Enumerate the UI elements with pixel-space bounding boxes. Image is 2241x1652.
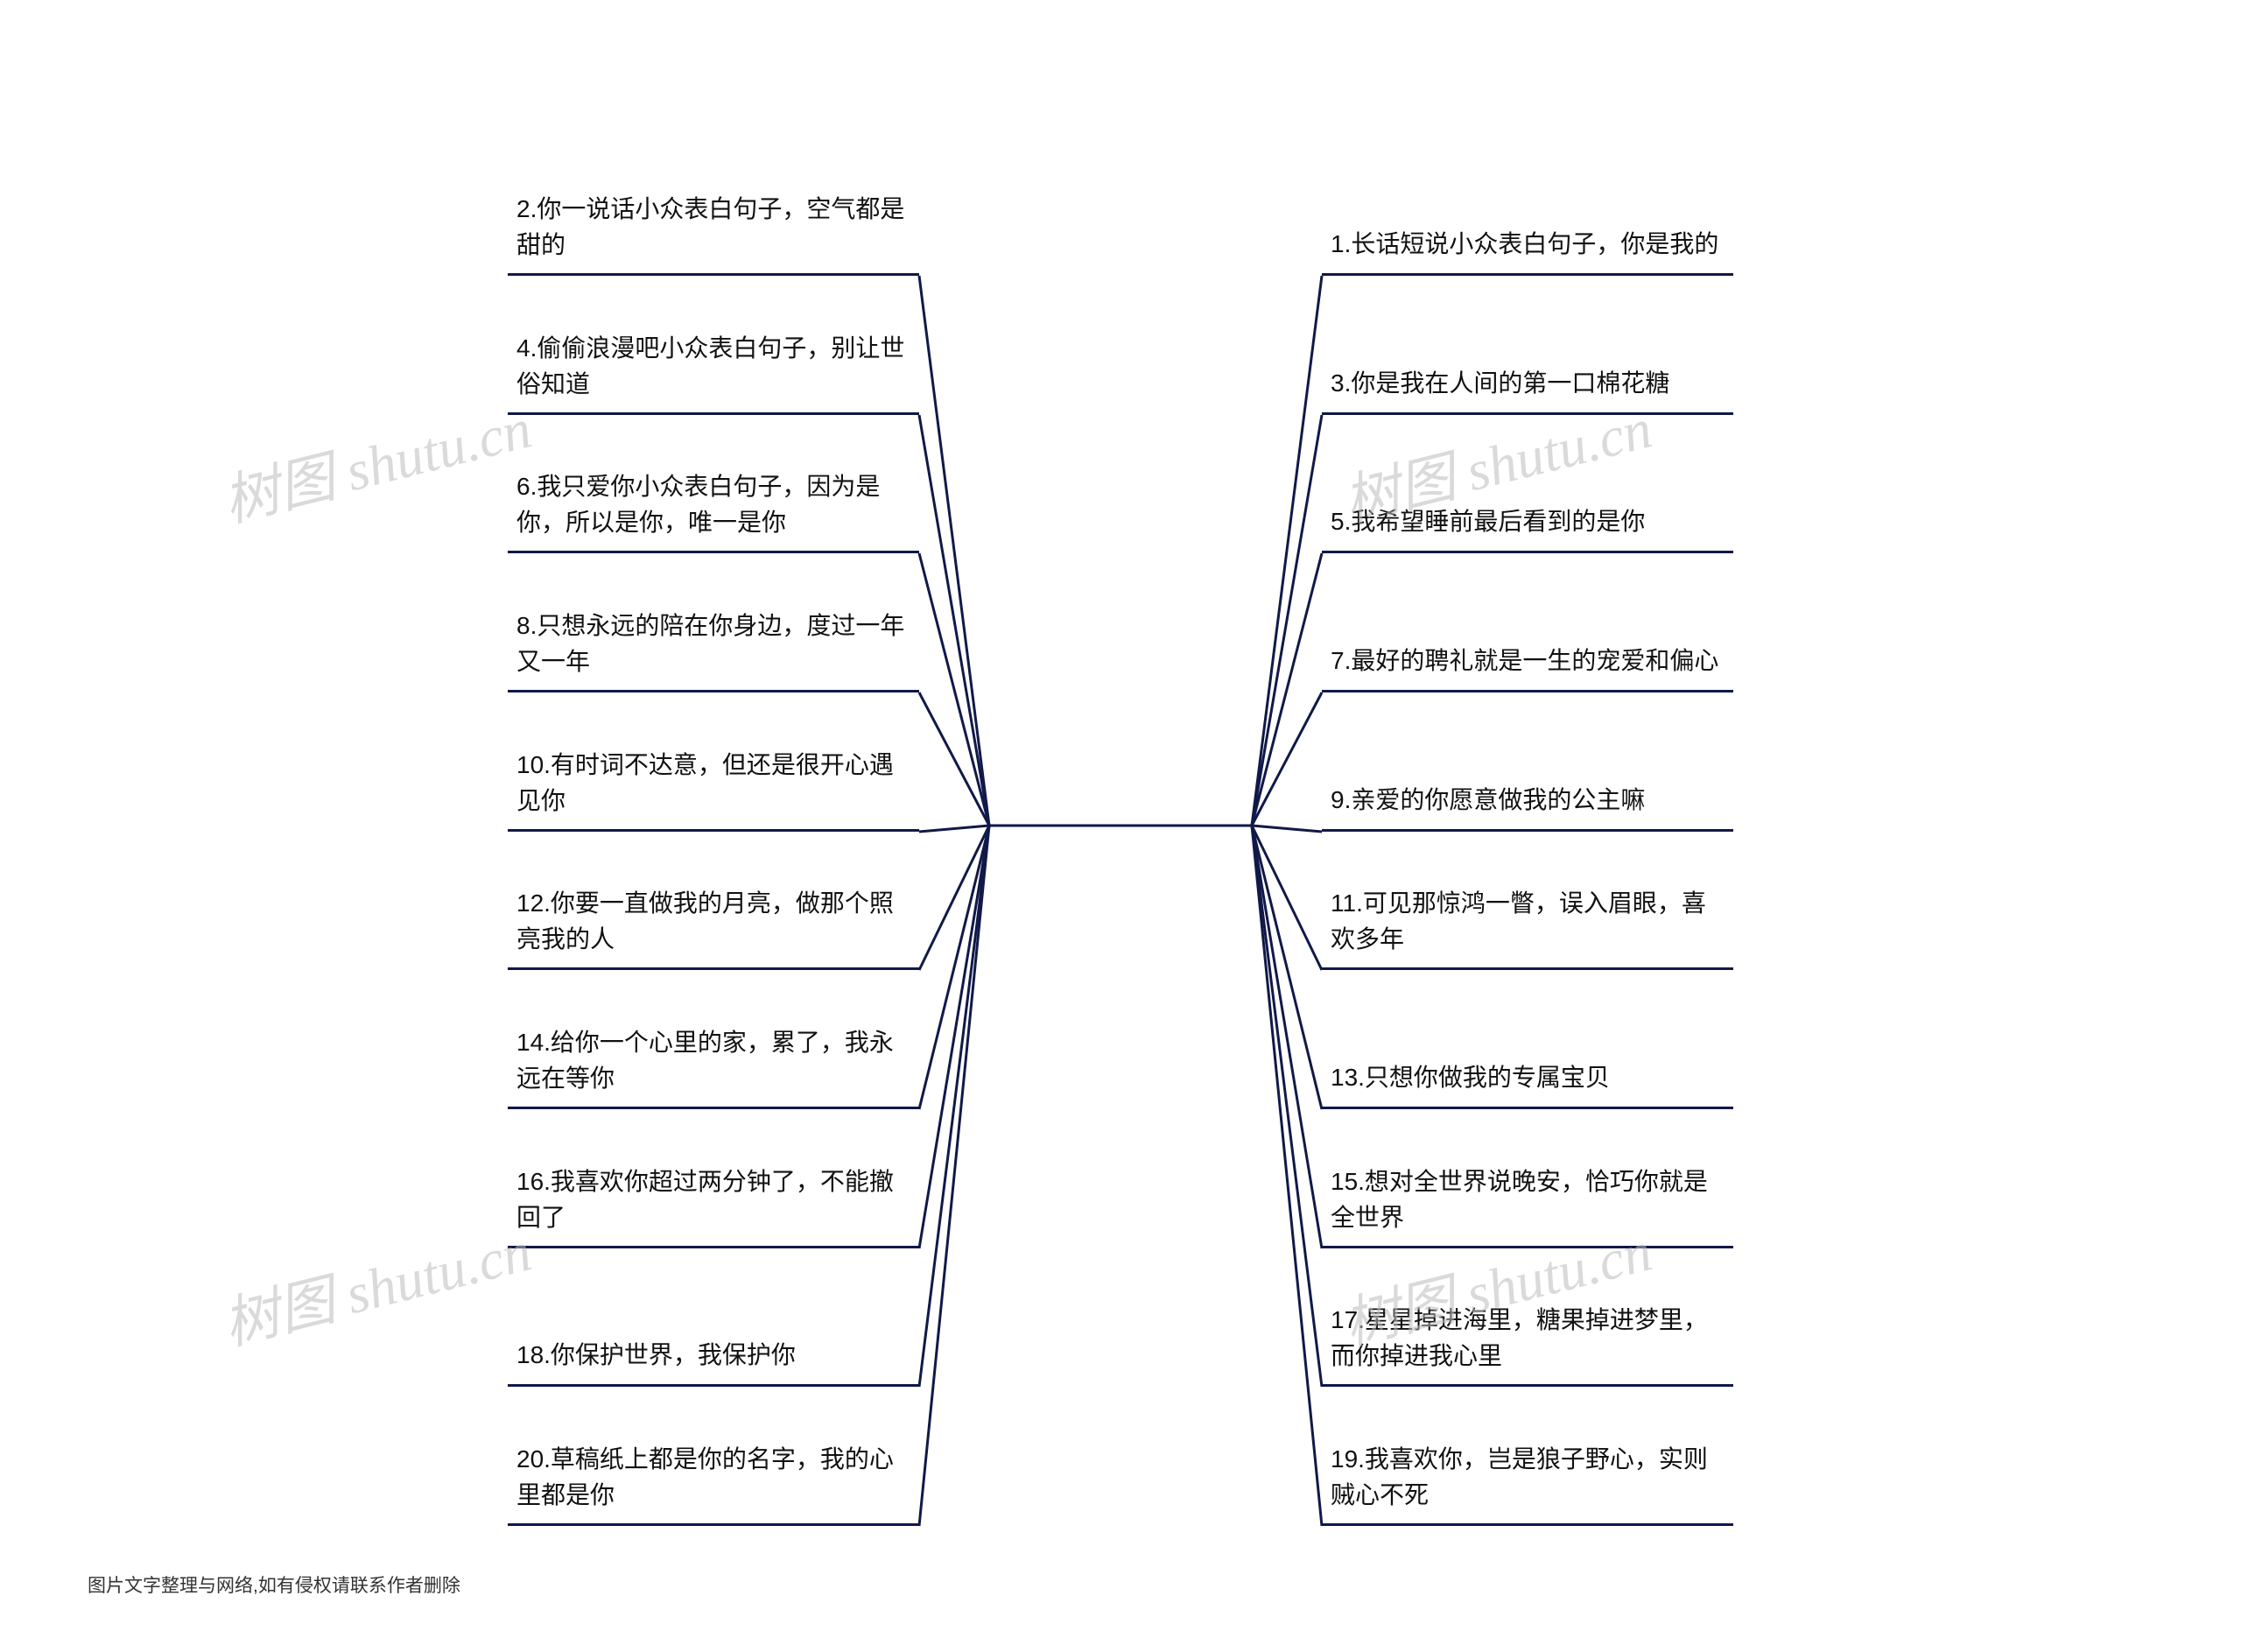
left-node: 16.我喜欢你超过两分钟了，不能撤回了 (508, 1164, 919, 1248)
right-node: 7.最好的聘礼就是一生的宠爱和偏心 (1322, 643, 1733, 692)
right-node: 3.你是我在人间的第一口棉花糖 (1322, 366, 1733, 415)
left-node: 14.给你一个心里的家，累了，我永远在等你 (508, 1025, 919, 1109)
right-node: 9.亲爱的你愿意做我的公主嘛 (1322, 783, 1733, 832)
right-node: 15.想对全世界说晚安，恰巧你就是全世界 (1322, 1164, 1733, 1248)
right-node: 17.星星掉进海里，糖果掉进梦里，而你掉进我心里 (1322, 1303, 1733, 1387)
left-node: 6.我只爱你小众表白句子，因为是你，所以是你，唯一是你 (508, 469, 919, 553)
left-node: 4.偷偷浪漫吧小众表白句子，别让世俗知道 (508, 331, 919, 415)
right-node: 5.我希望睡前最后看到的是你 (1322, 504, 1733, 553)
left-node: 10.有时词不达意，但还是很开心遇见你 (508, 748, 919, 832)
right-node: 13.只想你做我的专属宝贝 (1322, 1060, 1733, 1109)
left-node: 2.你一说话小众表白句子，空气都是甜的 (508, 192, 919, 276)
right-node: 11.可见那惊鸿一瞥，误入眉眼，喜欢多年 (1322, 886, 1733, 970)
left-node: 18.你保护世界，我保护你 (508, 1338, 919, 1387)
connector-lines (0, 0, 2241, 1652)
footer-note: 图片文字整理与网络,如有侵权请联系作者删除 (88, 1572, 508, 1600)
left-node: 8.只想永远的陪在你身边，度过一年又一年 (508, 608, 919, 692)
left-node: 20.草稿纸上都是你的名字，我的心里都是你 (508, 1442, 919, 1526)
left-node: 12.你要一直做我的月亮，做那个照亮我的人 (508, 886, 919, 970)
right-node: 19.我喜欢你，岂是狼子野心，实则贼心不死 (1322, 1442, 1733, 1526)
mindmap-canvas: 2.你一说话小众表白句子，空气都是甜的 4.偷偷浪漫吧小众表白句子，别让世俗知道 6… (0, 0, 2241, 1652)
right-node: 1.长话短说小众表白句子，你是我的 (1322, 227, 1733, 276)
